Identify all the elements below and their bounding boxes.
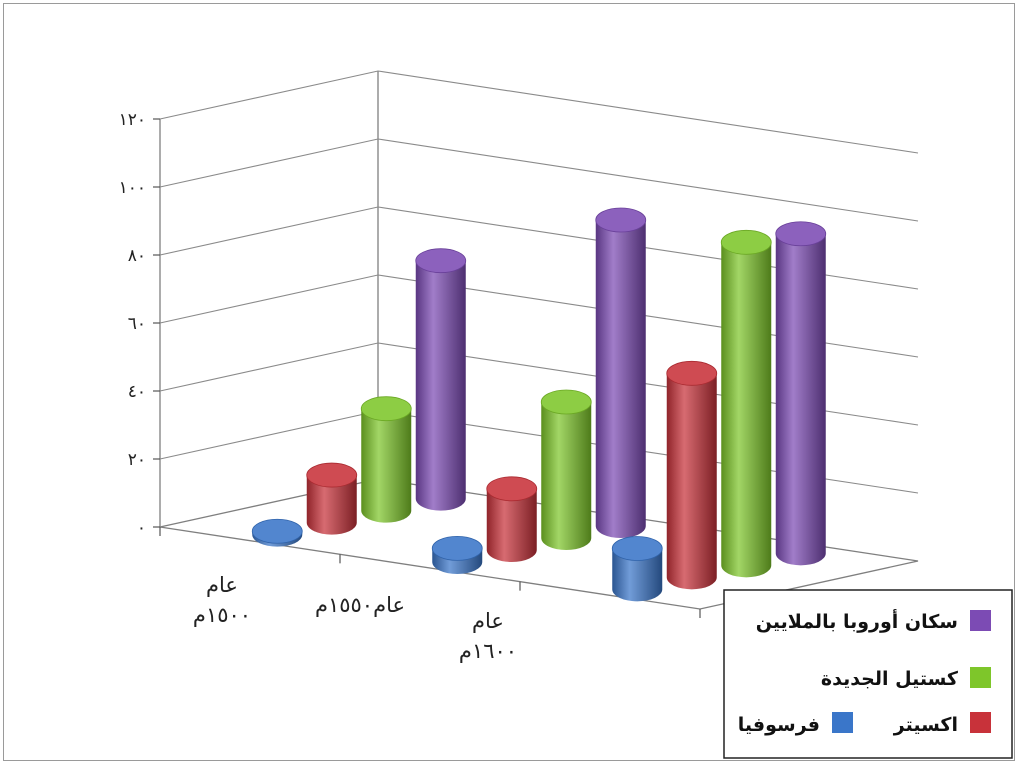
gridline xyxy=(159,70,919,154)
legend-label: فرسوفيا xyxy=(738,714,820,736)
y-tick-label: ٢٠ xyxy=(128,450,146,470)
bar xyxy=(775,221,827,566)
legend-label: اكسيتر xyxy=(893,714,958,736)
x-category-label: عام xyxy=(206,573,238,597)
legend-box xyxy=(723,589,1013,759)
bar-body xyxy=(721,242,772,578)
bar-body xyxy=(612,548,663,602)
bar-body xyxy=(306,475,357,535)
bar xyxy=(431,536,483,574)
bar-top xyxy=(306,462,358,488)
bar-top xyxy=(415,248,467,274)
bar-top xyxy=(611,536,663,561)
bar-body xyxy=(541,402,592,550)
y-tick-label: ٠ xyxy=(137,518,146,538)
bar-body xyxy=(486,488,537,562)
bar-top xyxy=(486,476,538,502)
bar-body xyxy=(666,373,717,590)
x-category-label: عام xyxy=(472,609,504,633)
y-axis-ticks: ٠ ٢٠ ٤٠ ٦٠ ٨٠ ١٠٠ ١٢٠ xyxy=(119,110,160,538)
y-tick-label: ٦٠ xyxy=(128,314,146,334)
bar xyxy=(611,536,663,602)
bar xyxy=(360,396,412,523)
bar-body xyxy=(595,220,646,538)
bar xyxy=(595,207,647,538)
bar xyxy=(540,389,592,550)
y-tick-label: ١٢٠ xyxy=(119,110,146,130)
y-tick-label: ١٠٠ xyxy=(119,178,146,198)
legend: سكان أوروبا بالملايين كستيل الجديدة اكسيتر… xyxy=(723,589,1013,759)
bar xyxy=(306,462,358,535)
x-category-label: عام١٥٥٠م xyxy=(315,593,405,617)
legend-swatch xyxy=(832,712,853,733)
bar-body xyxy=(415,260,466,511)
x-axis: عام ١٥٠٠م عام١٥٥٠م عام ١٦٠٠م xyxy=(159,527,701,663)
bar-top xyxy=(720,229,772,255)
bar-top xyxy=(595,207,647,233)
bar xyxy=(720,229,772,578)
bar-top xyxy=(360,396,412,422)
y-tick-label: ٤٠ xyxy=(128,382,146,402)
legend-label: سكان أوروبا بالملايين xyxy=(756,609,958,633)
bar-top xyxy=(251,518,303,544)
x-category-label-line2: ١٥٠٠م xyxy=(193,603,251,627)
legend-swatch xyxy=(970,667,991,688)
bar-top xyxy=(431,536,483,561)
bar xyxy=(666,360,718,590)
bar-body xyxy=(361,408,412,523)
bar-top xyxy=(540,389,592,415)
bar xyxy=(486,476,538,562)
bar xyxy=(415,248,467,511)
bar xyxy=(251,518,303,547)
legend-label: كستيل الجديدة xyxy=(821,668,959,690)
gridline xyxy=(159,138,919,222)
bar-body xyxy=(775,233,826,566)
bar-top xyxy=(775,221,827,247)
legend-swatch xyxy=(970,712,991,733)
y-tick-label: ٨٠ xyxy=(128,246,146,266)
x-category-label-line2: ١٦٠٠م xyxy=(459,639,517,663)
legend-swatch xyxy=(970,610,991,631)
bar-top xyxy=(666,360,718,386)
bars xyxy=(251,207,827,602)
